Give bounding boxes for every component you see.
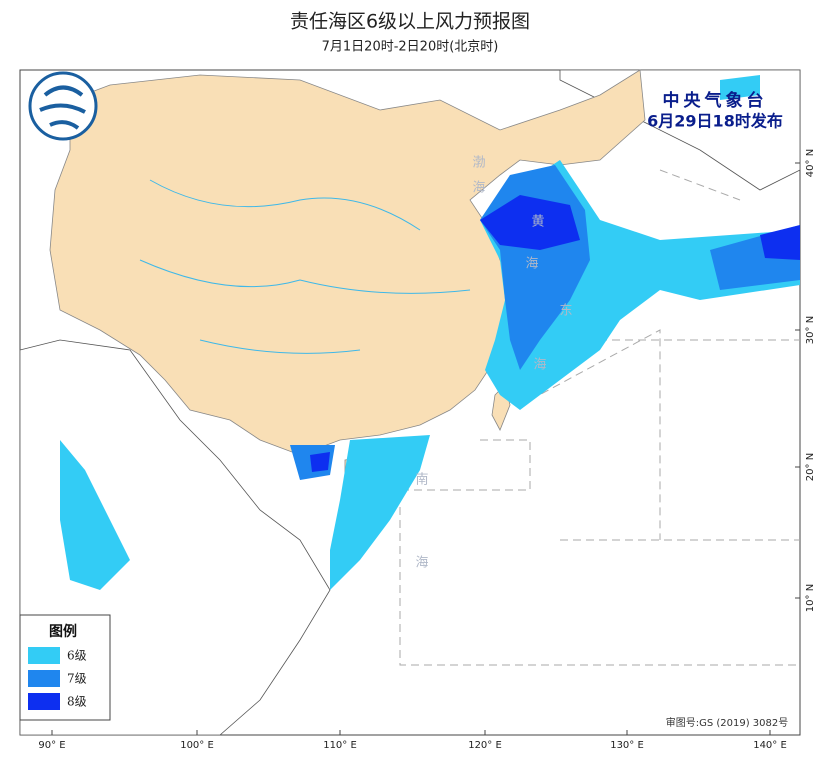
issue-time: 6月29日18时发布	[647, 112, 783, 131]
sea-label: 海	[415, 556, 428, 571]
longitude-label: 140° E	[753, 740, 787, 751]
longitude-label: 100° E	[180, 740, 214, 751]
sea-label: 黄	[531, 215, 544, 230]
title: 责任海区6级以上风力预报图	[290, 11, 530, 33]
legend-title: 图例	[49, 623, 77, 640]
sea-label: 渤	[472, 155, 485, 171]
sea-label: 海	[525, 257, 538, 272]
legend-swatch	[28, 693, 60, 710]
legend-swatch	[28, 670, 60, 687]
sea-label: 海	[533, 358, 546, 373]
rivers	[139, 179, 471, 354]
legend-items: 6级 7级 8级	[28, 647, 87, 710]
subtitle: 7月1日20时-2日20时(北京时)	[322, 40, 499, 55]
agency-name: 中央气象台	[663, 90, 768, 111]
latitude-label: 20° N	[805, 453, 816, 481]
longitude-label: 120° E	[468, 740, 502, 751]
legend-swatch	[28, 647, 60, 664]
approval-number: 审图号:GS (2019) 3082号	[666, 716, 789, 729]
sea-label: 东	[559, 304, 572, 319]
logo-mark	[39, 85, 86, 130]
wind-areas	[60, 75, 800, 590]
legend-label: 7级	[67, 672, 87, 686]
longitude-label: 130° E	[610, 740, 644, 751]
legend-label: 6级	[67, 649, 87, 663]
longitude-label: 110° E	[323, 740, 357, 751]
latitude-label: 40° N	[805, 149, 816, 177]
responsibility-zones	[399, 169, 800, 666]
sea-label: 南	[415, 472, 428, 488]
legend-label: 8级	[67, 695, 87, 709]
axes: 90° E 100° E 110° E 120° E 130° E 140° E 10° N…	[38, 149, 816, 751]
sea-label: 海	[472, 181, 485, 196]
latitude-label: 30° N	[805, 316, 816, 344]
latitude-label: 10° N	[805, 584, 816, 612]
wind-area	[290, 165, 800, 480]
longitude-label: 90° E	[38, 740, 65, 751]
